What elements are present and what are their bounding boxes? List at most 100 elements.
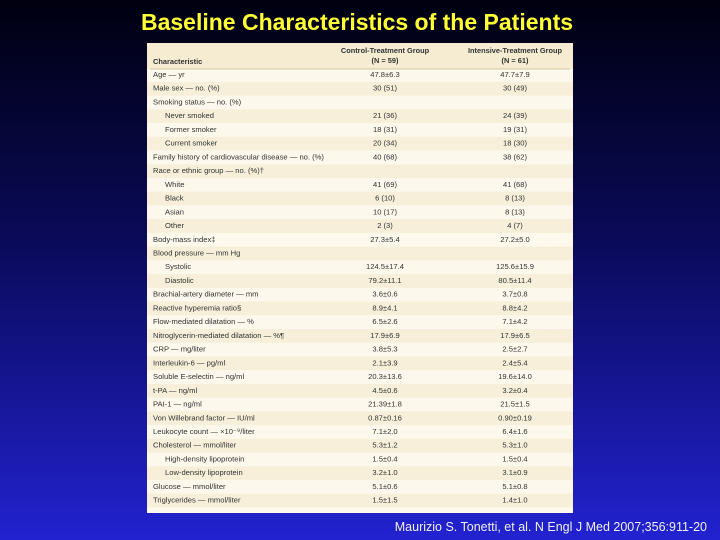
row-stripe	[147, 191, 573, 206]
table-cell: 17.9±6.9	[370, 331, 400, 340]
row-stripe	[147, 109, 573, 124]
table-header-bg	[147, 43, 573, 69]
table-cell: 5.3±1.0	[502, 441, 527, 450]
row-stripe	[147, 164, 573, 178]
table-cell: 80.5±11.4	[498, 276, 531, 285]
table-cell: Glucose — mmol/liter	[153, 482, 226, 491]
table-cell: 2.1±3.9	[372, 358, 397, 367]
table-cell: 30 (51)	[373, 84, 398, 93]
table-cell: 4.5±0.6	[372, 386, 397, 395]
row-stripe	[147, 274, 573, 288]
slide-title: Baseline Characteristics of the Patients	[141, 9, 573, 35]
table-cell: 3.2±1.0	[372, 468, 397, 477]
table-cell: 20.3±13.6	[368, 372, 402, 381]
header-cell: Control-Treatment Group	[341, 46, 430, 55]
table-cell: 40 (68)	[373, 152, 398, 161]
row-stripe	[147, 301, 573, 316]
table-cell: 8 (13)	[505, 207, 525, 216]
table-cell: Age — yr	[153, 70, 185, 79]
table-cell: 2.5±2.7	[502, 345, 527, 354]
table-cell: t-PA — ng/ml	[153, 386, 197, 395]
table-cell: 47.8±6.3	[370, 70, 400, 79]
table-cell: 8.9±4.1	[372, 303, 397, 312]
row-stripe	[147, 466, 573, 481]
table-cell: 7.1±4.2	[502, 317, 527, 326]
row-stripe	[147, 246, 573, 261]
row-stripe	[147, 81, 573, 96]
table-cell: Black	[165, 194, 184, 203]
table-cell: Flow-mediated dilatation — %	[153, 317, 254, 326]
table-cell: Diastolic	[165, 276, 194, 285]
table-cell: CRP — mg/liter	[153, 345, 206, 354]
table-cell: Interleukin-6 — pg/ml	[153, 358, 225, 367]
table-cell: Blood pressure — mm Hg	[153, 248, 240, 257]
table-cell: Smoking status — no. (%)	[153, 97, 242, 106]
row-stripe	[147, 219, 573, 233]
table-cell: Systolic	[165, 262, 191, 271]
table-cell: 5.1±0.8	[502, 482, 527, 491]
table-cell: Triglycerides — mmol/liter	[153, 496, 241, 505]
table-cell: 20 (34)	[373, 139, 398, 148]
table-cell: Brachial-artery diameter — mm	[153, 290, 259, 299]
table-cell: 19 (31)	[503, 125, 528, 134]
table-cell: 5.1±0.6	[372, 482, 397, 491]
row-stripe	[147, 411, 573, 426]
table-cell: Nitroglycerin-mediated dilatation — %¶	[153, 331, 284, 340]
header-cell: (N = 59)	[372, 56, 399, 65]
table-cell: Reactive hyperemia ratio§	[153, 303, 241, 312]
table-cell: 124.5±17.4	[366, 262, 404, 271]
table-cell: 1.5±1.5	[372, 496, 397, 505]
table-cell: 21.39±1.8	[368, 400, 402, 409]
table-cell: 1.5±0.4	[502, 454, 527, 463]
table-cell: 8.8±4.2	[502, 303, 527, 312]
table-cell: 2 (3)	[377, 221, 393, 230]
table-cell: 18 (30)	[503, 139, 528, 148]
table-cell: 30 (49)	[503, 84, 528, 93]
table-cell: 19.6±14.0	[498, 372, 532, 381]
table-cell: Body-mass index‡	[153, 235, 215, 244]
table-cell: 17.9±6.5	[500, 331, 530, 340]
table-cell: 3.8±5.3	[372, 345, 397, 354]
table-cell: 38 (62)	[503, 152, 528, 161]
table-cell: Former smoker	[165, 125, 217, 134]
table-cell: 3.7±0.8	[502, 290, 527, 299]
table-cell: 6 (10)	[375, 194, 395, 203]
table-cell: 1.4±1.0	[502, 496, 527, 505]
table-cell: 27.2±5.0	[500, 235, 530, 244]
table-cell: 1.5±0.4	[372, 454, 397, 463]
table-cell: 21 (36)	[373, 111, 398, 120]
table-cell: 2.4±5.4	[502, 358, 527, 367]
table-cell: High-density lipoprotein	[165, 454, 244, 463]
table-cell: 3.6±0.6	[372, 290, 397, 299]
table-cell: Current smoker	[165, 139, 218, 148]
header-cell: Characteristic	[153, 57, 202, 66]
table-cell: Von Willebrand factor — IU/ml	[153, 413, 255, 422]
table-cell: 0.90±0.19	[498, 413, 532, 422]
table-cell: 3.2±0.4	[502, 386, 527, 395]
table-cell: 5.3±1.2	[372, 441, 397, 450]
table-cell: Asian	[165, 207, 184, 216]
table-cell: 79.2±11.1	[368, 276, 401, 285]
table-cell: Cholesterol — mmol/liter	[153, 441, 237, 450]
table-cell: Male sex — no. (%)	[153, 84, 220, 93]
row-stripe	[147, 136, 573, 151]
row-stripe	[147, 493, 573, 508]
table-cell: 47.7±7.9	[500, 70, 530, 79]
header-cell: (N = 61)	[502, 56, 529, 65]
citation: Maurizio S. Tonetti, et al. N Engl J Med…	[395, 520, 707, 534]
table-cell: 0.87±0.16	[368, 413, 402, 422]
row-stripe	[147, 383, 573, 398]
table-cell: Leukocyte count — ×10⁻⁹/liter	[153, 427, 255, 436]
table-cell: 27.3±5.4	[370, 235, 400, 244]
table-cell: 6.4±1.6	[502, 427, 527, 436]
table-cell: Family history of cardiovascular disease…	[153, 152, 324, 161]
table-cell: 4 (7)	[507, 221, 523, 230]
table-cell: 18 (31)	[373, 125, 398, 134]
table-cell: Soluble E-selectin — ng/ml	[153, 372, 244, 381]
table-cell: Low-density lipoprotein	[165, 468, 243, 477]
table-cell: 8 (13)	[505, 194, 525, 203]
table-cell: 3.1±0.9	[502, 468, 527, 477]
table-cell: Race or ethnic group — no. (%)†	[153, 166, 264, 175]
row-stripe	[147, 438, 573, 453]
